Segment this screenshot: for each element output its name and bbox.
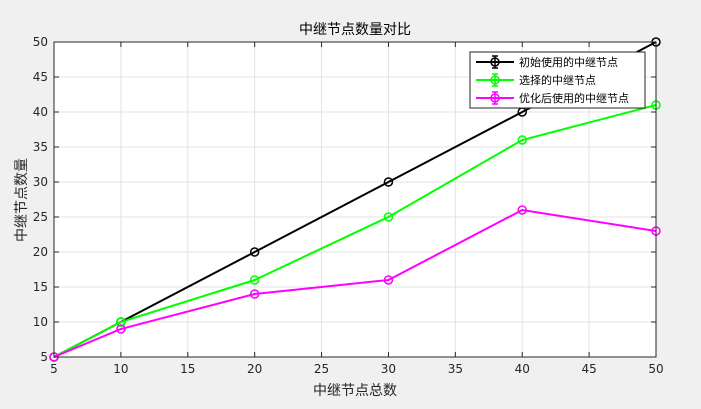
data-point (116, 317, 126, 327)
y-tick-label: 15 (33, 280, 48, 294)
plot-frame (53, 41, 657, 358)
legend-label: 初始使用的中继节点 (519, 55, 618, 69)
y-tick-label: 5 (40, 350, 48, 364)
data-point (249, 247, 260, 257)
legend-item: 选择的中继节点 (476, 73, 596, 87)
x-tick-label: 45 (581, 362, 596, 376)
data-point (517, 135, 527, 145)
legend-label: 优化后使用的中继节点 (519, 91, 629, 105)
legend-marker (490, 93, 500, 103)
legend-item: 初始使用的中继节点 (476, 55, 618, 69)
y-axis-label: 中继节点数量 (14, 158, 30, 242)
legend-marker (490, 57, 500, 67)
y-tick-label: 25 (33, 210, 48, 224)
legend-marker (490, 75, 500, 85)
data-point (249, 289, 260, 299)
x-axis-label: 中继节点总数 (313, 383, 397, 399)
x-tick-label: 10 (113, 362, 128, 376)
y-tick-label: 30 (33, 175, 48, 189)
x-tick-label: 25 (314, 362, 329, 376)
x-tick-label: 20 (247, 362, 262, 376)
data-point (517, 205, 527, 215)
y-tick-label: 40 (33, 105, 48, 119)
chart-title: 中继节点数量对比 (299, 22, 411, 38)
x-tick-label: 50 (648, 362, 663, 376)
x-tick-label: 35 (448, 362, 463, 376)
data-point (383, 212, 394, 222)
y-tick-label: 50 (33, 35, 48, 49)
series-line (53, 104, 657, 358)
y-tick-label: 35 (33, 140, 48, 154)
y-tick-label: 45 (33, 70, 48, 84)
legend-label: 选择的中继节点 (519, 73, 596, 87)
data-point (249, 275, 260, 285)
x-tick-label: 30 (381, 362, 396, 376)
x-tick-label: 5 (50, 362, 58, 376)
y-tick-label: 20 (33, 245, 48, 259)
series-line (53, 208, 657, 358)
data-point (383, 177, 394, 187)
data-point (116, 324, 126, 334)
y-tick-label: 10 (33, 315, 48, 329)
x-tick-label: 40 (515, 362, 530, 376)
legend-item: 优化后使用的中继节点 (476, 91, 629, 105)
axis-ticks: 5 10 15 20 25 30 35 40 45 50 5 10 15 20 25 30 35 40 45 50 (33, 35, 664, 376)
data-point (383, 275, 394, 285)
x-tick-label: 15 (180, 362, 195, 376)
